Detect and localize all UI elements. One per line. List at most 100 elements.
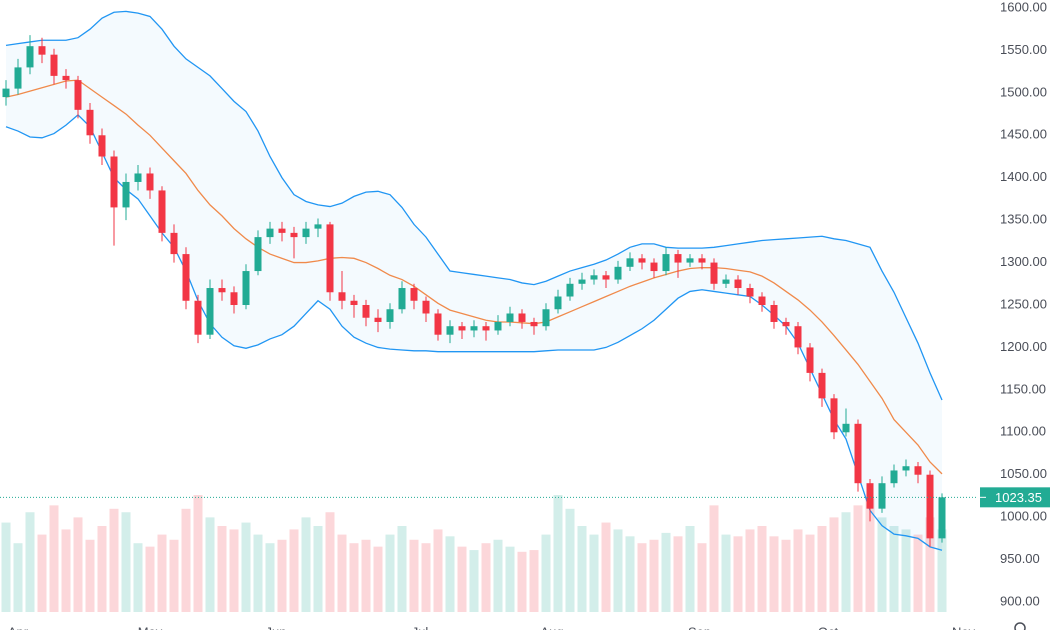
candle-body bbox=[938, 497, 946, 539]
band-fill bbox=[6, 11, 942, 551]
candle-body bbox=[302, 228, 310, 238]
volume-bar bbox=[781, 539, 791, 612]
candle-body bbox=[50, 54, 58, 76]
candle-body bbox=[566, 283, 574, 297]
candle-body bbox=[134, 173, 142, 182]
volume-bar bbox=[565, 508, 575, 612]
candle-body bbox=[398, 288, 406, 310]
y-tick-label: 1100.00 bbox=[1000, 424, 1046, 439]
y-tick-label: 900.00 bbox=[1000, 593, 1040, 608]
volume-bar bbox=[205, 517, 215, 612]
volume-bar bbox=[337, 534, 347, 612]
candle-body bbox=[782, 321, 790, 327]
volume-bar bbox=[457, 546, 467, 612]
candle-body bbox=[602, 275, 610, 280]
candle-body bbox=[350, 300, 358, 305]
volume-bar bbox=[853, 505, 863, 612]
candle-body bbox=[710, 262, 718, 284]
candle-body bbox=[314, 224, 322, 229]
volume-bar bbox=[901, 529, 911, 612]
last-price-tag bbox=[980, 487, 1050, 508]
candle-body bbox=[158, 190, 166, 233]
candle-body bbox=[38, 46, 46, 55]
volume-bar bbox=[313, 526, 323, 612]
candle-body bbox=[650, 262, 658, 272]
volume-bar bbox=[1, 522, 11, 612]
y-tick-label: 1300.00 bbox=[1000, 254, 1047, 269]
volume-bar bbox=[841, 512, 851, 612]
volume-bar bbox=[517, 551, 527, 612]
y-tick-label: 1250.00 bbox=[1000, 296, 1047, 311]
candle-body bbox=[458, 326, 466, 331]
candle-body bbox=[146, 173, 154, 191]
last-price-label: 1023.35 bbox=[995, 490, 1042, 505]
candle-body bbox=[530, 321, 538, 327]
volume-bar bbox=[229, 529, 239, 612]
x-tick-label: May bbox=[138, 624, 163, 630]
candle-body bbox=[926, 474, 934, 539]
volume-bar bbox=[145, 546, 155, 612]
volume-bar bbox=[733, 536, 743, 612]
y-tick-label: 1400.00 bbox=[1000, 169, 1047, 184]
volume-bar bbox=[685, 526, 695, 612]
upper-band bbox=[5, 10, 943, 401]
candle-body bbox=[434, 313, 442, 335]
y-tick-label: 1200.00 bbox=[1000, 339, 1047, 354]
volume-bar bbox=[589, 534, 599, 612]
candle-body bbox=[518, 313, 526, 322]
x-tick-label: Apr bbox=[8, 624, 29, 630]
candle-body bbox=[614, 266, 622, 280]
y-tick-label: 1050.00 bbox=[1000, 466, 1047, 481]
volume-bar bbox=[445, 536, 455, 612]
volume-bar bbox=[577, 526, 587, 612]
volume-bar bbox=[553, 495, 563, 612]
plot-area bbox=[1, 10, 947, 612]
volume-bar bbox=[169, 539, 179, 612]
candle-body bbox=[698, 258, 706, 263]
candle-body bbox=[122, 181, 130, 208]
candle-body bbox=[230, 292, 238, 305]
volume-bar bbox=[361, 539, 371, 612]
candle-body bbox=[734, 279, 742, 289]
volume-bar bbox=[937, 529, 947, 612]
volume-bar bbox=[817, 526, 827, 612]
candle-body bbox=[590, 275, 598, 280]
candle-body bbox=[374, 317, 382, 322]
volume-bar bbox=[877, 517, 887, 612]
volume-bar bbox=[85, 539, 95, 612]
candle-body bbox=[254, 237, 262, 272]
volume-bar bbox=[109, 508, 119, 612]
volume-bar bbox=[805, 534, 815, 612]
volume-bar bbox=[505, 546, 515, 612]
volume-bar bbox=[697, 543, 707, 612]
volume-bar bbox=[793, 529, 803, 612]
volume-bar bbox=[745, 529, 755, 612]
candle-body bbox=[86, 109, 94, 136]
candle-body bbox=[494, 321, 502, 331]
volume-bar bbox=[421, 543, 431, 612]
settings-icon bbox=[1014, 622, 1026, 630]
volume-bar bbox=[661, 532, 671, 612]
volume-bar bbox=[133, 543, 143, 612]
volume-bar bbox=[385, 534, 395, 612]
volume-bar bbox=[277, 539, 287, 612]
candle-body bbox=[470, 326, 478, 331]
volume-bar bbox=[217, 526, 227, 612]
candle-body bbox=[422, 300, 430, 314]
candle-body bbox=[14, 67, 22, 89]
candle-body bbox=[182, 254, 190, 301]
candle-body bbox=[194, 300, 202, 335]
volume-bar bbox=[769, 536, 779, 612]
x-tick-label: Jun bbox=[266, 624, 287, 630]
candle-body bbox=[638, 258, 646, 263]
y-tick-label: 1450.00 bbox=[1000, 127, 1047, 142]
candle-body bbox=[902, 466, 910, 471]
candle-body bbox=[242, 271, 250, 305]
volume-bar bbox=[481, 543, 491, 612]
candle-body bbox=[26, 46, 34, 68]
volume-bar bbox=[925, 517, 935, 612]
y-tick-label: 1500.00 bbox=[1000, 84, 1047, 99]
candle-body bbox=[806, 347, 814, 373]
